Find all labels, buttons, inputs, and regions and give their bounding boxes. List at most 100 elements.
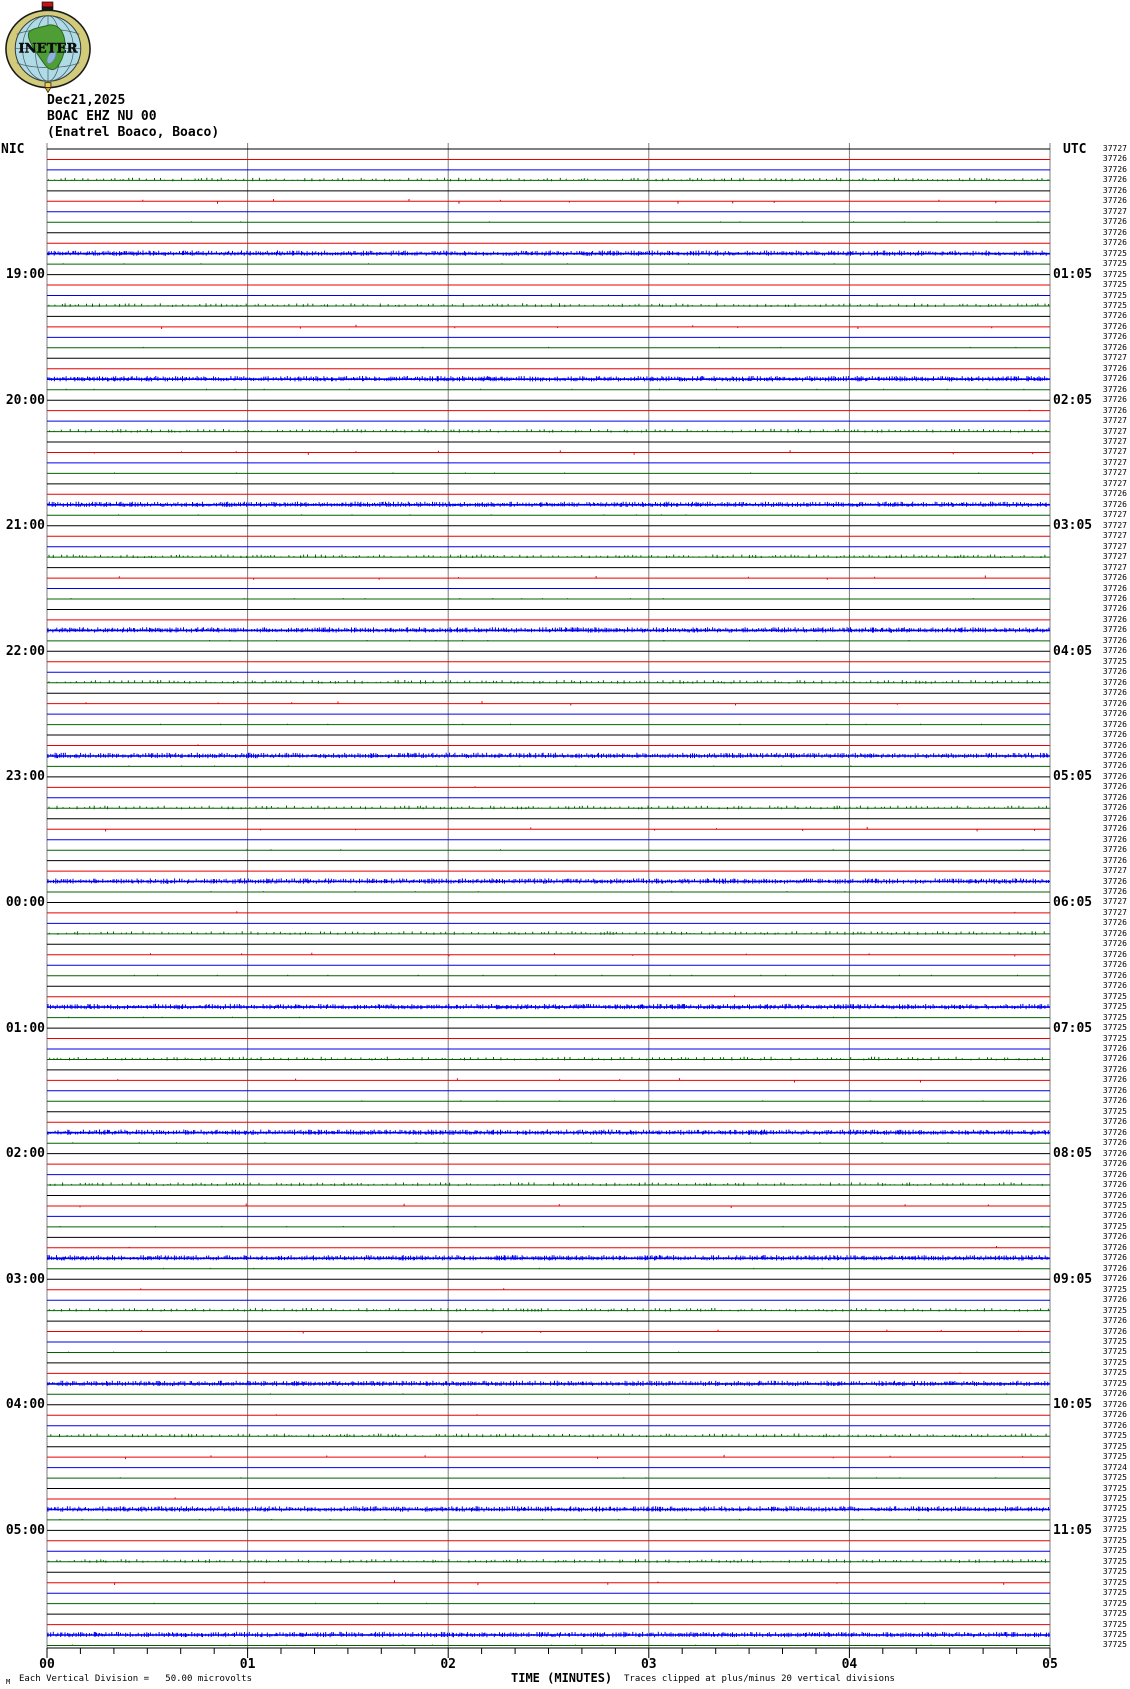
trace-offset-value: 37724 bbox=[1102, 1462, 1127, 1472]
seismo-trace-noise bbox=[79, 1203, 989, 1208]
trace-offset-value: 37725 bbox=[1102, 1200, 1127, 1210]
seismo-trace-noise bbox=[209, 640, 910, 641]
seismo-trace-noise bbox=[47, 1506, 1049, 1512]
seismo-trace-noise bbox=[236, 911, 1016, 913]
trace-offset-value: 37725 bbox=[1102, 1514, 1127, 1524]
trace-offset-value: 37726 bbox=[1102, 217, 1127, 227]
trace-row bbox=[47, 554, 1050, 558]
trace-offset-value: 37726 bbox=[1102, 1075, 1127, 1085]
trace-offset-value: 37726 bbox=[1102, 321, 1127, 331]
trace-offset-value: 37726 bbox=[1102, 740, 1127, 750]
trace-row bbox=[47, 177, 1050, 182]
seismo-trace-noise bbox=[128, 1246, 997, 1248]
seismo-trace-noise bbox=[47, 1129, 1049, 1135]
trace-offset-value: 37725 bbox=[1102, 1483, 1127, 1493]
trace-offset-value: 37725 bbox=[1102, 248, 1127, 258]
trace-offset-value: 37726 bbox=[1102, 813, 1127, 823]
seismo-trace-noise bbox=[47, 627, 1050, 633]
trace-offset-value: 37726 bbox=[1102, 196, 1127, 206]
logo-pendant bbox=[44, 82, 52, 93]
trace-offset-value: 37725 bbox=[1102, 280, 1127, 290]
trace-offset-value: 37726 bbox=[1102, 405, 1127, 415]
seismo-trace-noise bbox=[59, 1226, 1043, 1227]
trace-row bbox=[47, 1078, 1050, 1083]
seismo-trace-noise bbox=[47, 1380, 1049, 1387]
trace-offset-value: 37727 bbox=[1102, 520, 1127, 530]
seismo-trace-noise bbox=[47, 878, 1049, 884]
trace-row bbox=[47, 1003, 1050, 1010]
trace-offset-value: 37725 bbox=[1102, 1284, 1127, 1294]
trace-offset-value: 37726 bbox=[1102, 227, 1127, 237]
trace-row bbox=[47, 723, 1050, 726]
trace-offset-value: 37726 bbox=[1102, 824, 1127, 834]
x-axis-tick-label: 05 bbox=[1042, 1657, 1058, 1672]
trace-offset-value: 37725 bbox=[1102, 1368, 1127, 1378]
trace-offset-value: 37726 bbox=[1102, 876, 1127, 886]
seismo-trace-noise bbox=[85, 701, 898, 706]
trace-offset-value: 37727 bbox=[1102, 426, 1127, 436]
trace-offset-value: 37726 bbox=[1102, 667, 1127, 677]
seismo-trace-noise bbox=[49, 1056, 1043, 1061]
seismo-trace-noise bbox=[246, 849, 1024, 851]
trace-row bbox=[47, 849, 1050, 851]
seismo-trace-noise bbox=[93, 450, 1034, 455]
trace-offset-value: 37726 bbox=[1102, 1148, 1127, 1158]
trace-offset-value: 37726 bbox=[1102, 646, 1127, 656]
ineter-logo: INETER bbox=[5, 1, 91, 93]
seismo-trace-noise bbox=[119, 1477, 997, 1479]
trace-offset-value: 37725 bbox=[1102, 1493, 1127, 1503]
trace-offset-value: 37725 bbox=[1102, 1347, 1127, 1357]
trace-row bbox=[47, 878, 1050, 884]
seismo-trace-noise bbox=[47, 752, 1049, 759]
trace-offset-value: 37725 bbox=[1102, 1023, 1127, 1033]
seismo-trace-noise bbox=[141, 1329, 1020, 1334]
trace-row bbox=[47, 388, 1050, 391]
trace-offset-value: 37725 bbox=[1102, 1337, 1127, 1346]
trace-offset-value: 37726 bbox=[1102, 374, 1127, 384]
trace-row bbox=[47, 931, 1050, 935]
trace-row bbox=[47, 263, 1050, 265]
seismo-trace-noise bbox=[70, 598, 974, 599]
trace-offset-value: 37726 bbox=[1102, 688, 1127, 698]
trace-offset-value: 37725 bbox=[1102, 290, 1127, 300]
header-station: BOAC EHZ NU 00 bbox=[47, 109, 157, 124]
trace-offset-value: 37725 bbox=[1102, 1378, 1127, 1388]
seismo-trace-noise bbox=[47, 501, 1049, 507]
seismo-trace-noise bbox=[48, 1559, 1046, 1563]
trace-row bbox=[47, 640, 1050, 642]
trace-offset-value: 37725 bbox=[1102, 1640, 1127, 1650]
seismo-trace-noise bbox=[118, 514, 687, 516]
trace-offset-value: 37726 bbox=[1102, 1410, 1127, 1420]
trace-offset-value: 37726 bbox=[1102, 761, 1127, 771]
trace-offset-value: 37726 bbox=[1102, 1389, 1127, 1399]
trace-offset-value: 37726 bbox=[1102, 1253, 1127, 1263]
hour-label-utc: 07:05 bbox=[1053, 1020, 1093, 1036]
trace-offset-value: 37726 bbox=[1102, 342, 1127, 352]
trace-offset-value: 37727 bbox=[1102, 897, 1127, 907]
trace-row bbox=[47, 1602, 1050, 1605]
trace-offset-value: 37726 bbox=[1102, 185, 1127, 195]
x-axis-tick-label: 00 bbox=[39, 1657, 55, 1672]
trace-offset-value: 37725 bbox=[1102, 269, 1127, 279]
trace-offset-value: 37727 bbox=[1102, 562, 1127, 572]
hour-label-utc: 02:05 bbox=[1053, 392, 1093, 408]
trace-offset-value: 37726 bbox=[1102, 1399, 1127, 1409]
trace-offset-value: 37727 bbox=[1102, 541, 1127, 551]
trace-offset-value: 37726 bbox=[1102, 887, 1127, 896]
trace-offset-value: 37726 bbox=[1102, 1064, 1127, 1074]
seismo-trace-noise bbox=[72, 1644, 932, 1646]
seismo-trace-noise bbox=[114, 472, 980, 474]
trace-offset-value: 37727 bbox=[1102, 437, 1127, 447]
hour-label-local: 04:00 bbox=[5, 1397, 45, 1413]
trace-offset-value: 37726 bbox=[1102, 238, 1127, 248]
trace-offset-value: 37726 bbox=[1102, 1295, 1127, 1305]
hour-label-utc: 03:05 bbox=[1053, 518, 1093, 534]
trace-row bbox=[47, 1433, 1050, 1438]
seismo-trace-noise bbox=[142, 346, 1017, 348]
trace-row bbox=[47, 1414, 1050, 1416]
trace-row bbox=[47, 501, 1050, 507]
trace-offset-value: 37726 bbox=[1102, 834, 1127, 844]
trace-offset-value: 37727 bbox=[1102, 552, 1127, 562]
trace-offset-value: 37726 bbox=[1102, 1159, 1127, 1169]
trace-row bbox=[47, 1380, 1050, 1387]
